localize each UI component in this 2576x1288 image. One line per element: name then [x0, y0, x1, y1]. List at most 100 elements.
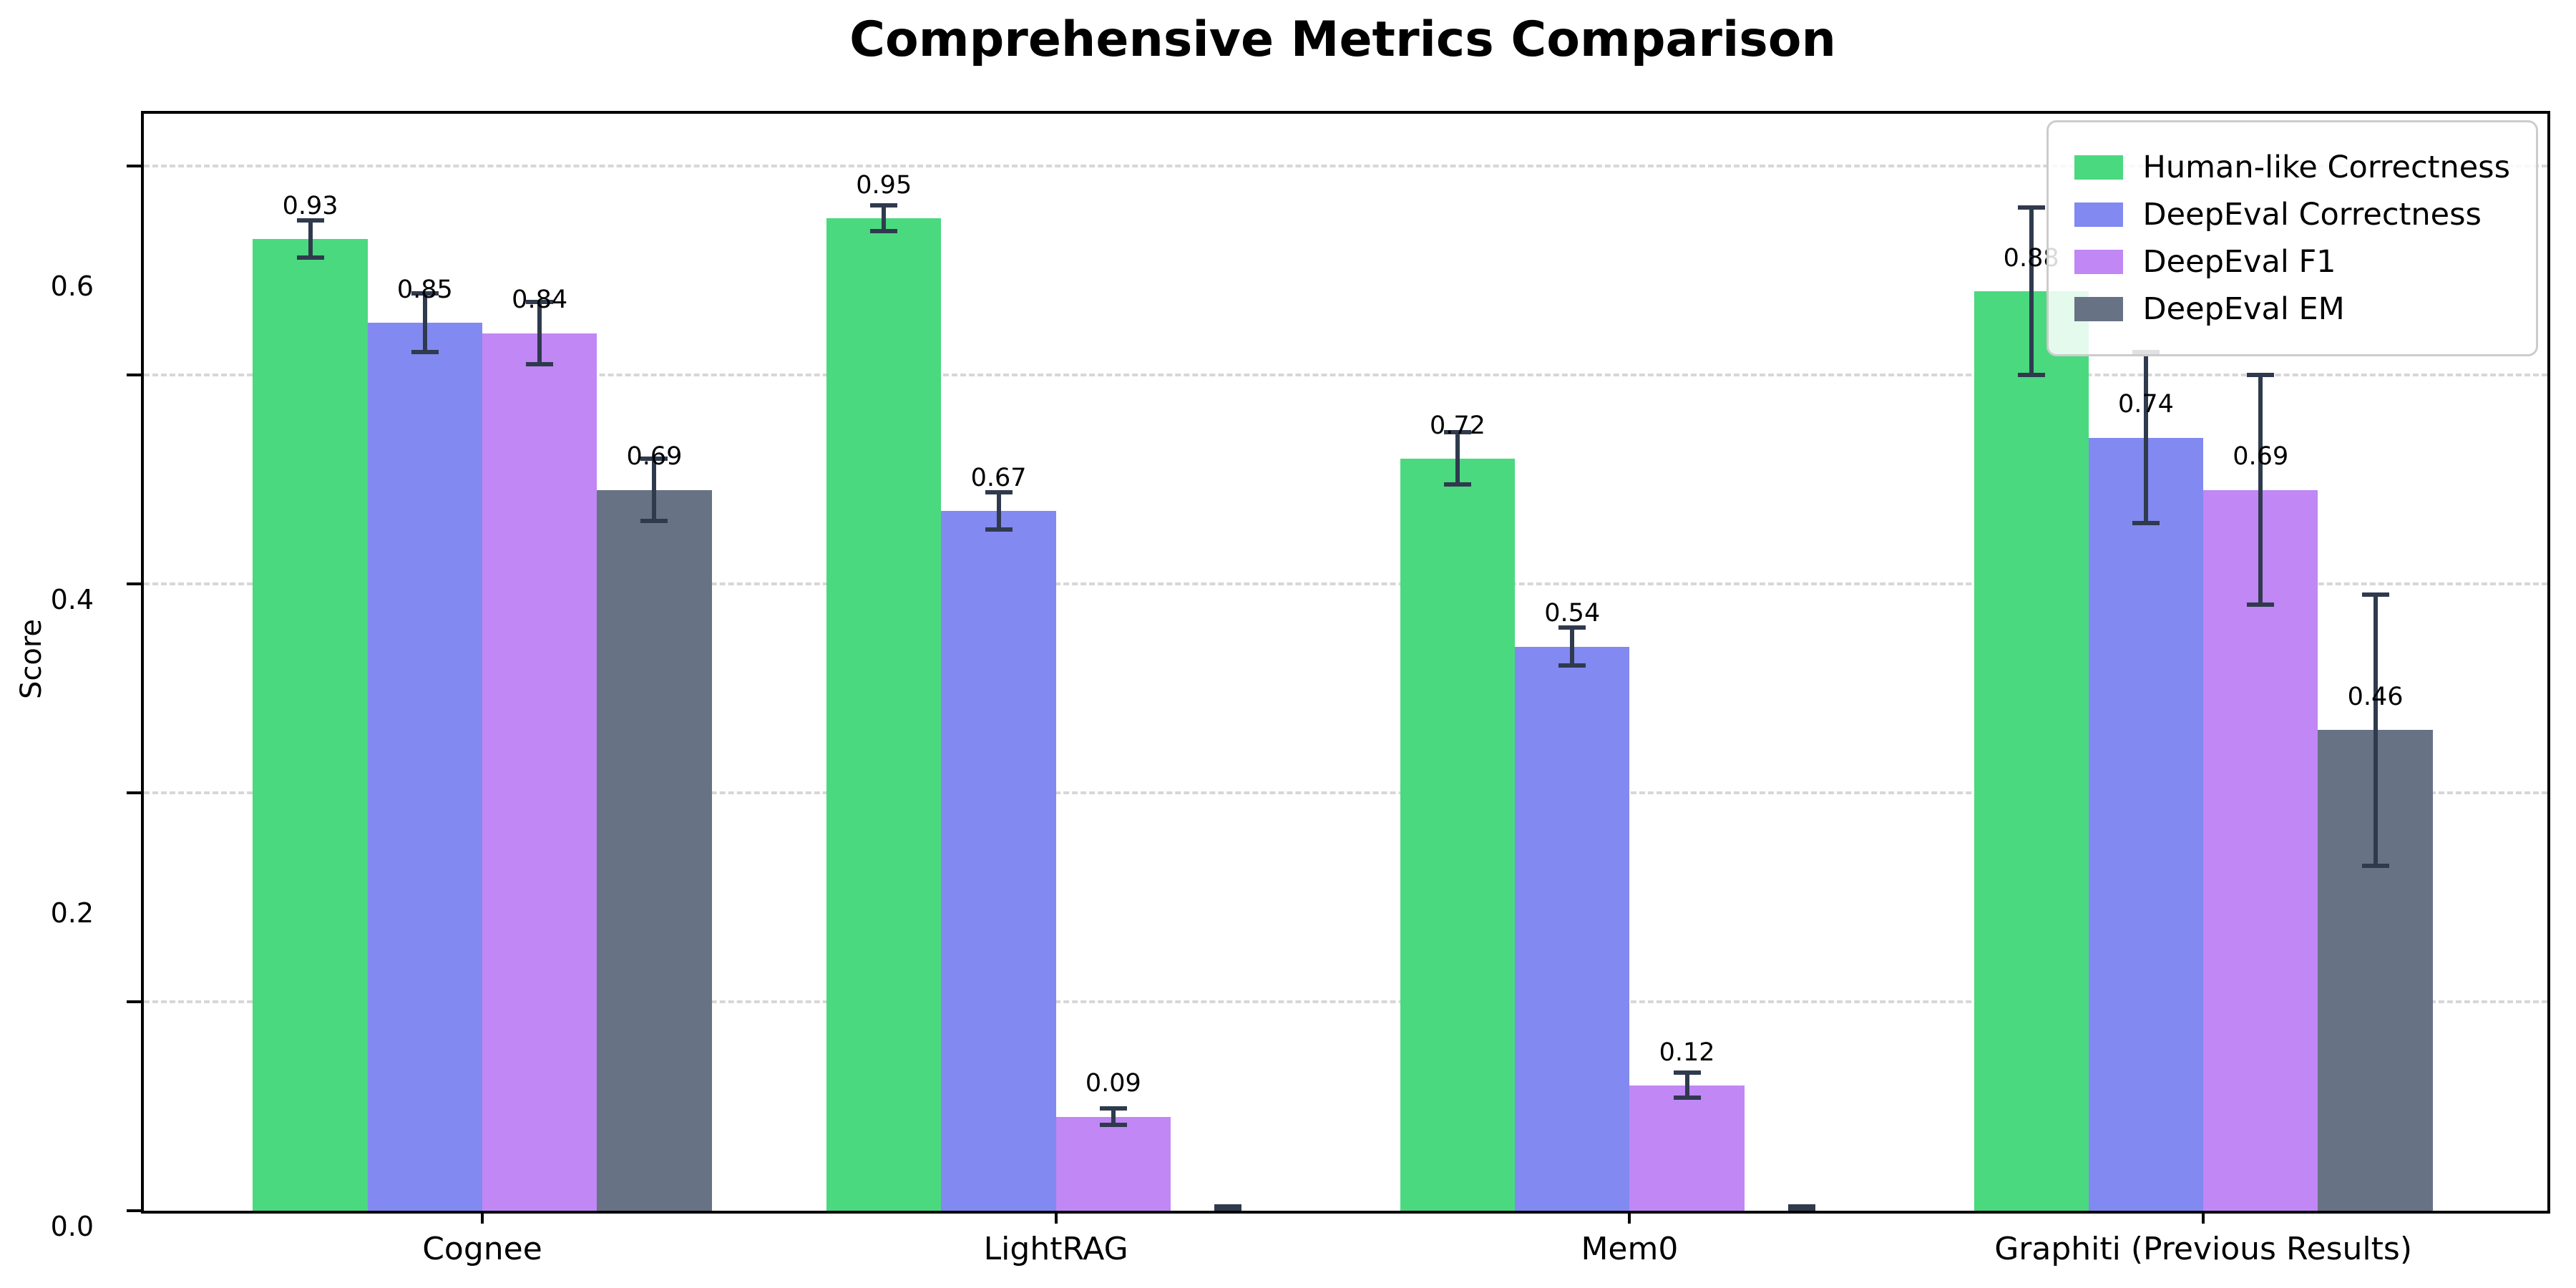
bar-value-label: 0.84 [512, 286, 568, 315]
error-bar [422, 293, 427, 352]
gridline [144, 582, 2547, 585]
error-bar-cap [411, 349, 439, 354]
bar [482, 333, 597, 1211]
bar [1400, 458, 1516, 1211]
bar [597, 489, 712, 1211]
bar [253, 239, 368, 1211]
bar [826, 218, 942, 1211]
error-bar-cap [640, 519, 668, 524]
x-category-label: LightRAG [983, 1231, 1128, 1267]
error-bar-cap [411, 291, 439, 296]
legend-item: Human-like Correctness [2074, 150, 2510, 185]
bar-value-label: 0.93 [282, 191, 338, 220]
error-bar [652, 458, 657, 522]
error-bar-cap [1787, 1206, 1815, 1211]
y-tick-label: 0.2 [50, 897, 94, 929]
error-bar-cap [296, 255, 324, 260]
bar [1055, 1116, 1171, 1211]
bar [2088, 437, 2204, 1211]
legend-label: DeepEval Correctness [2142, 197, 2482, 233]
error-bar-cap [985, 527, 1013, 532]
y-tick-mark [127, 582, 141, 585]
plot-area: 0.00.20.40.60.81.0Cognee0.930.850.840.69… [51, 111, 2550, 1267]
legend-swatch [2074, 297, 2123, 321]
legend-label: Human-like Correctness [2142, 150, 2510, 185]
legend: Human-like Correctness DeepEval Correctne… [2046, 120, 2538, 356]
error-bar-cap [1673, 1070, 1701, 1075]
bar [1974, 291, 2089, 1211]
error-bar [537, 301, 542, 365]
gridline [144, 374, 2547, 376]
bar [941, 510, 1056, 1211]
error-bar-cap [2247, 602, 2275, 608]
y-tick-label: 0.6 [50, 270, 94, 302]
error-bar-cap [1558, 625, 1586, 630]
error-bar-cap [296, 218, 324, 223]
error-bar [2029, 208, 2034, 375]
bar [1629, 1085, 1745, 1211]
bar-value-label: 0.54 [1544, 599, 1601, 628]
gridline [144, 165, 2547, 167]
legend-label: DeepEval EM [2142, 291, 2345, 327]
x-tick-mark [1628, 1211, 1631, 1224]
chart-title: Comprehensive Metrics Comparison [849, 11, 1836, 68]
bar [1515, 646, 1630, 1211]
x-tick-mark [1054, 1211, 1058, 1224]
gridline [144, 1000, 2547, 1003]
error-bar-cap [2017, 205, 2045, 210]
error-bar-cap [1099, 1106, 1127, 1111]
error-bar-cap [870, 228, 898, 233]
error-bar-cap [870, 203, 898, 208]
legend-item: DeepEval F1 [2074, 244, 2510, 280]
bar-value-label: 0.74 [2117, 390, 2174, 419]
legend-swatch [2074, 250, 2123, 274]
error-bar-cap [1214, 1206, 1242, 1211]
error-bar [1455, 432, 1460, 485]
error-bar [996, 492, 1001, 530]
legend-item: DeepEval EM [2074, 291, 2510, 327]
error-bar-cap [2247, 373, 2275, 377]
error-bar-cap [1099, 1123, 1127, 1128]
bar-value-label: 0.72 [1429, 411, 1485, 440]
legend-item: DeepEval Correctness [2074, 197, 2510, 233]
y-tick-mark [127, 165, 141, 167]
error-bar [2258, 375, 2263, 605]
error-bar-cap [1443, 430, 1471, 435]
bar-value-label: 0.67 [970, 463, 1027, 492]
error-bar [2373, 594, 2378, 867]
error-bar-cap [2132, 521, 2160, 526]
legend-swatch [2074, 203, 2123, 227]
gridline [144, 791, 2547, 794]
error-bar-cap [2361, 864, 2389, 869]
error-bar [1570, 628, 1575, 665]
bar-value-label: 0.46 [2347, 683, 2404, 712]
x-category-label: Cognee [422, 1231, 542, 1267]
y-tick-mark [127, 1209, 141, 1212]
x-tick-mark [481, 1211, 484, 1224]
error-bar-cap [640, 456, 668, 461]
error-bar [1684, 1073, 1689, 1098]
error-bar-cap [1443, 482, 1471, 487]
y-tick-mark [127, 374, 141, 376]
bar [2203, 489, 2318, 1211]
bar-value-label: 0.69 [626, 442, 683, 472]
error-bar-cap [2361, 592, 2389, 597]
x-tick-mark [2202, 1211, 2205, 1224]
x-category-label: Mem0 [1581, 1231, 1679, 1267]
error-bar-cap [2017, 373, 2045, 377]
y-tick-label: 1.0 [8, 0, 94, 688]
error-bar [1111, 1108, 1116, 1126]
legend-label: DeepEval F1 [2142, 244, 2336, 280]
y-tick-mark [127, 1000, 141, 1003]
bar-value-label: 0.85 [396, 275, 453, 304]
error-bar-cap [1558, 663, 1586, 668]
y-tick-mark [127, 791, 141, 794]
bar-value-label: 0.12 [1659, 1038, 1715, 1067]
bar-value-label: 0.69 [2233, 442, 2289, 472]
bar [367, 323, 482, 1211]
x-category-label: Graphiti (Previous Results) [1994, 1231, 2412, 1267]
error-bar [2143, 351, 2148, 524]
legend-swatch [2074, 155, 2123, 180]
error-bar [308, 220, 313, 258]
